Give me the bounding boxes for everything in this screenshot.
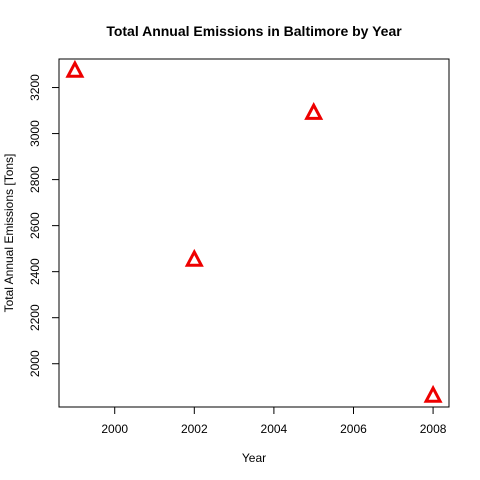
y-tick-label: 2400 — [28, 258, 42, 285]
data-points — [65, 59, 443, 403]
y-tick-label: 2600 — [28, 212, 42, 239]
x-tick-label: 2008 — [420, 422, 447, 436]
y-axis: 2000 2200 2400 2600 2800 3000 3200 — [28, 74, 60, 377]
data-point-triangle — [304, 101, 324, 120]
data-point-triangle — [65, 59, 85, 78]
y-tick-label: 2200 — [28, 304, 42, 331]
chart-title: Total Annual Emissions in Baltimore by Y… — [106, 23, 402, 39]
y-tick-label: 3200 — [28, 74, 42, 101]
x-axis: 2000 2002 2004 2006 2008 — [101, 406, 447, 436]
y-axis-label: Total Annual Emissions [Tons] — [2, 154, 16, 313]
x-tick-label: 2002 — [181, 422, 208, 436]
y-tick-label: 2800 — [28, 166, 42, 193]
y-tick-label: 2000 — [28, 350, 42, 377]
x-axis-label: Year — [242, 451, 266, 465]
y-tick-label: 3000 — [28, 120, 42, 147]
data-point-triangle — [184, 248, 204, 267]
x-tick-label: 2000 — [101, 422, 128, 436]
x-tick-label: 2004 — [261, 422, 288, 436]
x-tick-label: 2006 — [340, 422, 367, 436]
plot-frame — [58, 58, 450, 408]
data-point-triangle — [423, 384, 443, 403]
